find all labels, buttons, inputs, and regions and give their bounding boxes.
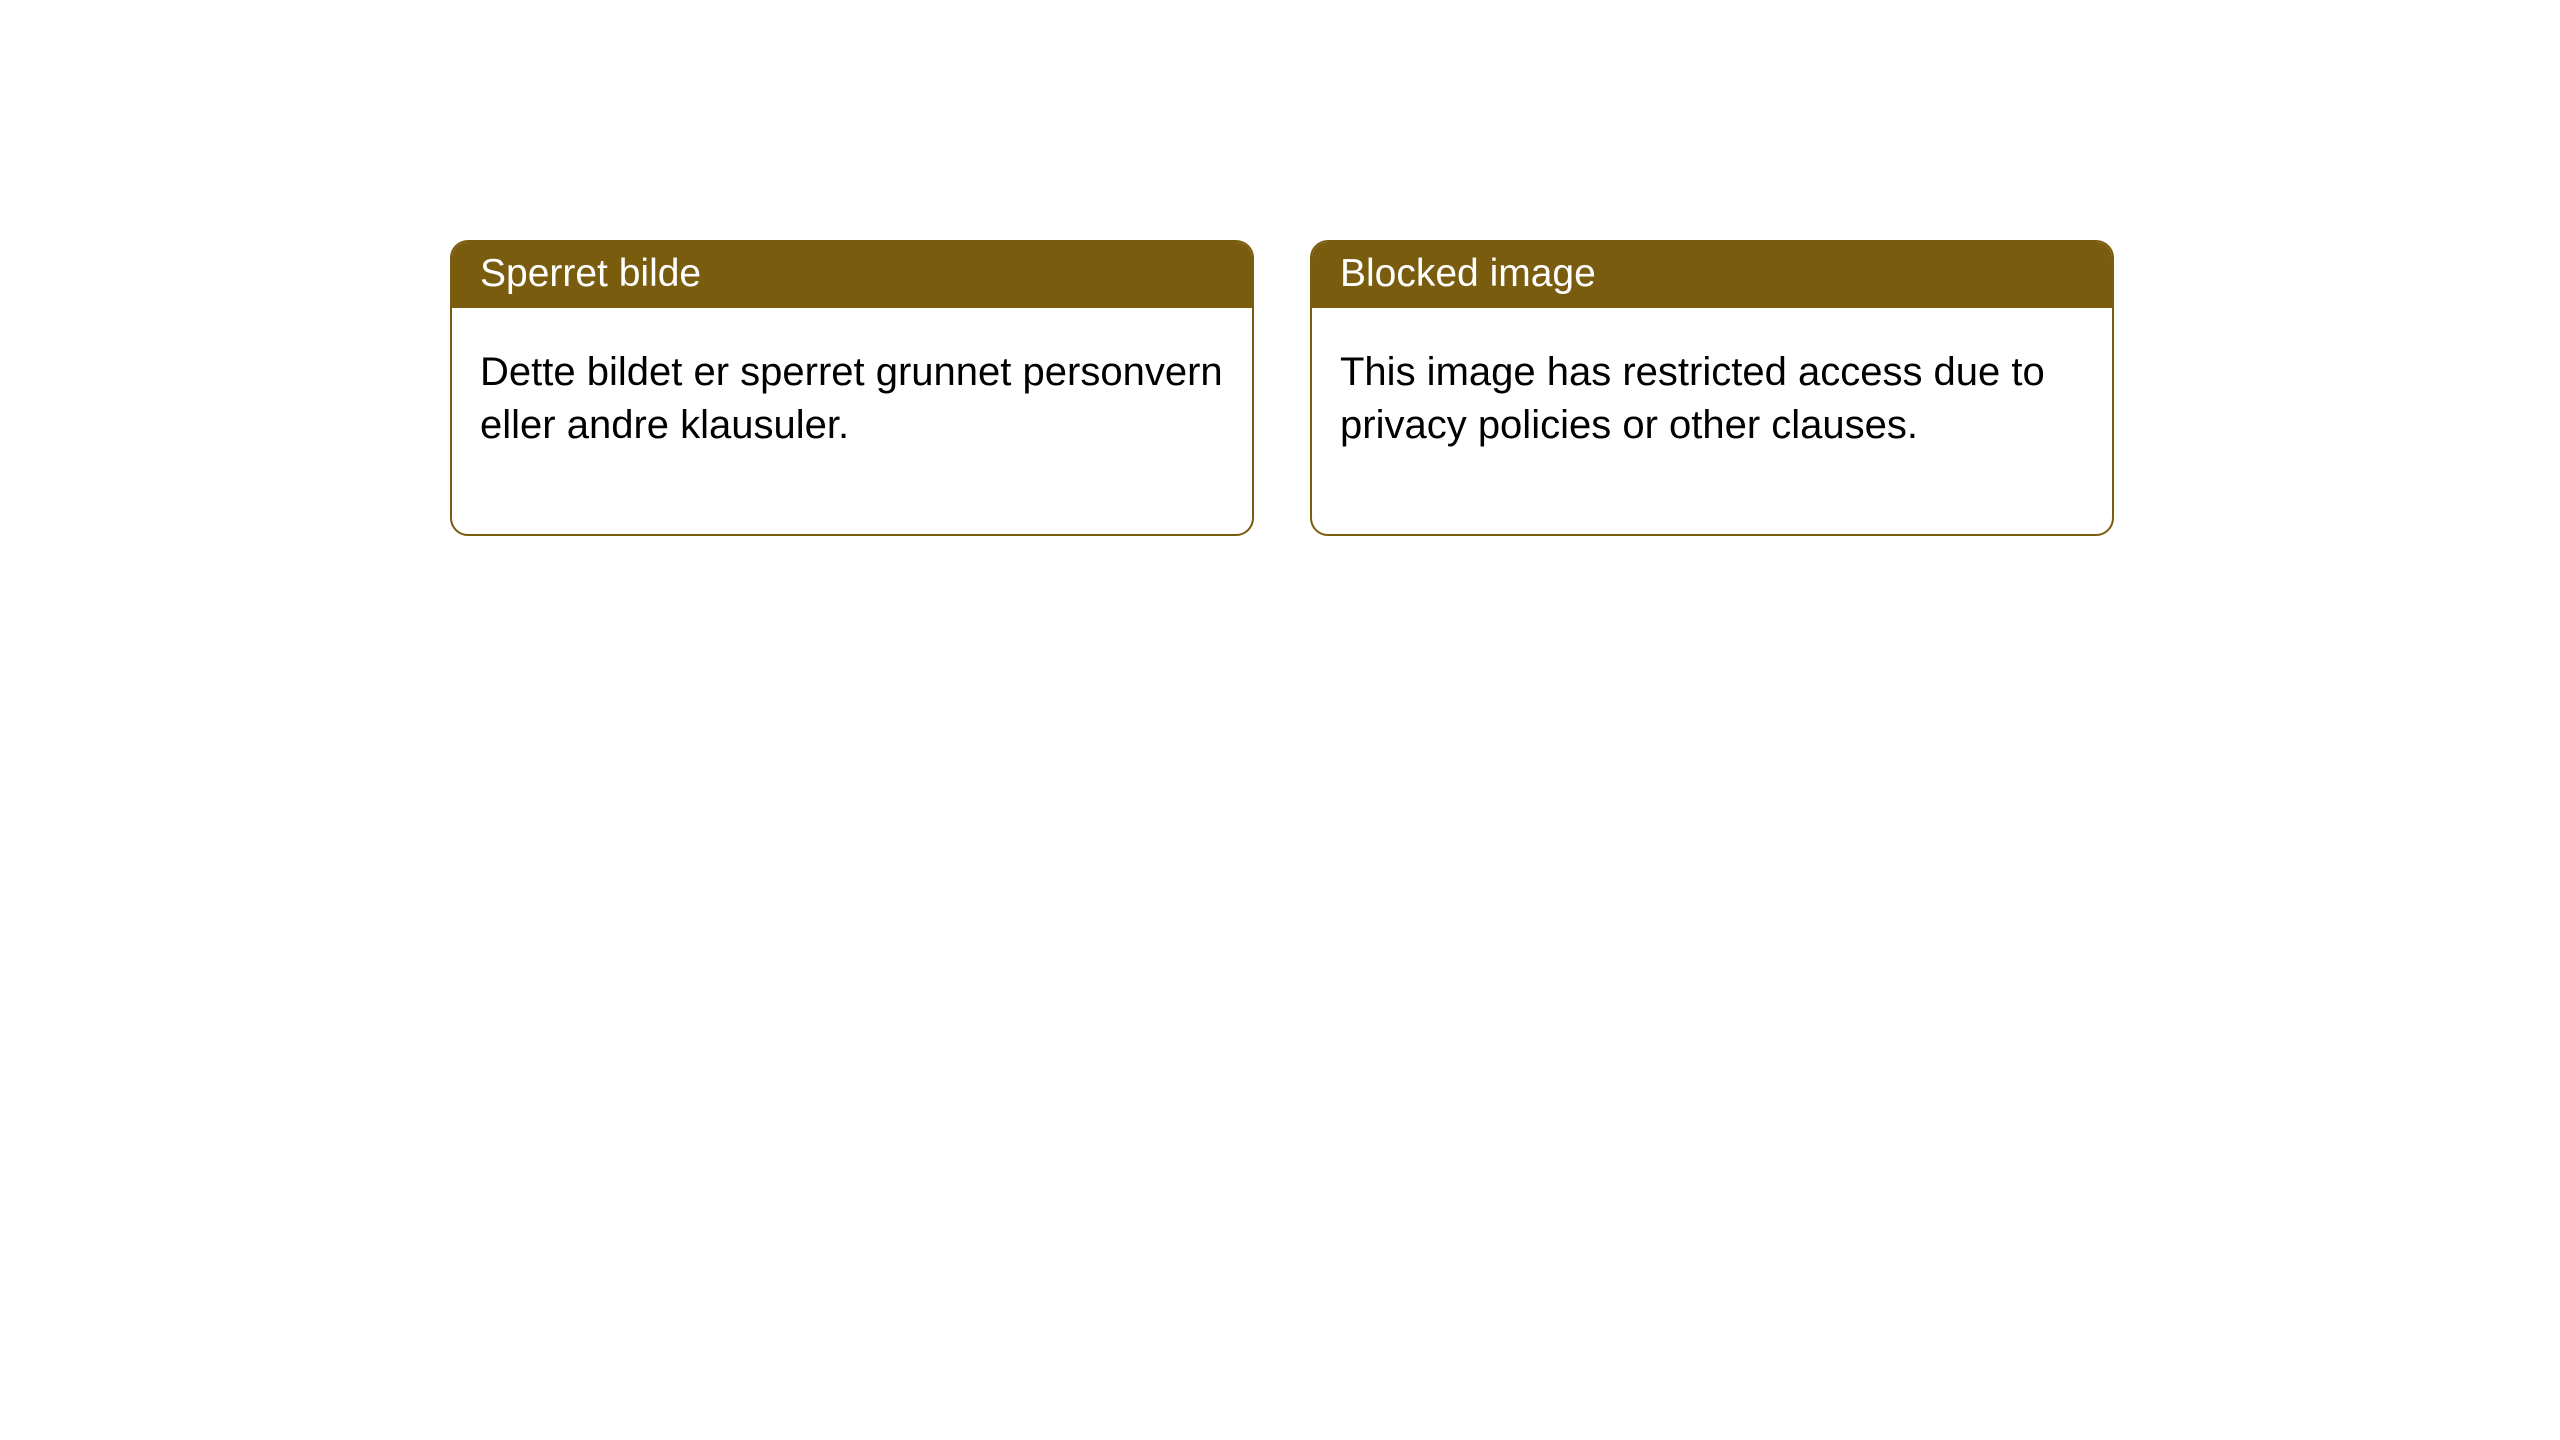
card-body: This image has restricted access due to … bbox=[1312, 308, 2112, 534]
card-body-text: This image has restricted access due to … bbox=[1340, 350, 2045, 447]
card-header: Blocked image bbox=[1312, 242, 2112, 308]
card-body: Dette bildet er sperret grunnet personve… bbox=[452, 308, 1252, 534]
notice-card-english: Blocked image This image has restricted … bbox=[1310, 240, 2114, 536]
card-header: Sperret bilde bbox=[452, 242, 1252, 308]
card-body-text: Dette bildet er sperret grunnet personve… bbox=[480, 350, 1223, 447]
notice-card-norwegian: Sperret bilde Dette bildet er sperret gr… bbox=[450, 240, 1254, 536]
notice-cards-container: Sperret bilde Dette bildet er sperret gr… bbox=[0, 0, 2560, 536]
card-title: Blocked image bbox=[1340, 252, 1596, 295]
card-title: Sperret bilde bbox=[480, 252, 701, 295]
